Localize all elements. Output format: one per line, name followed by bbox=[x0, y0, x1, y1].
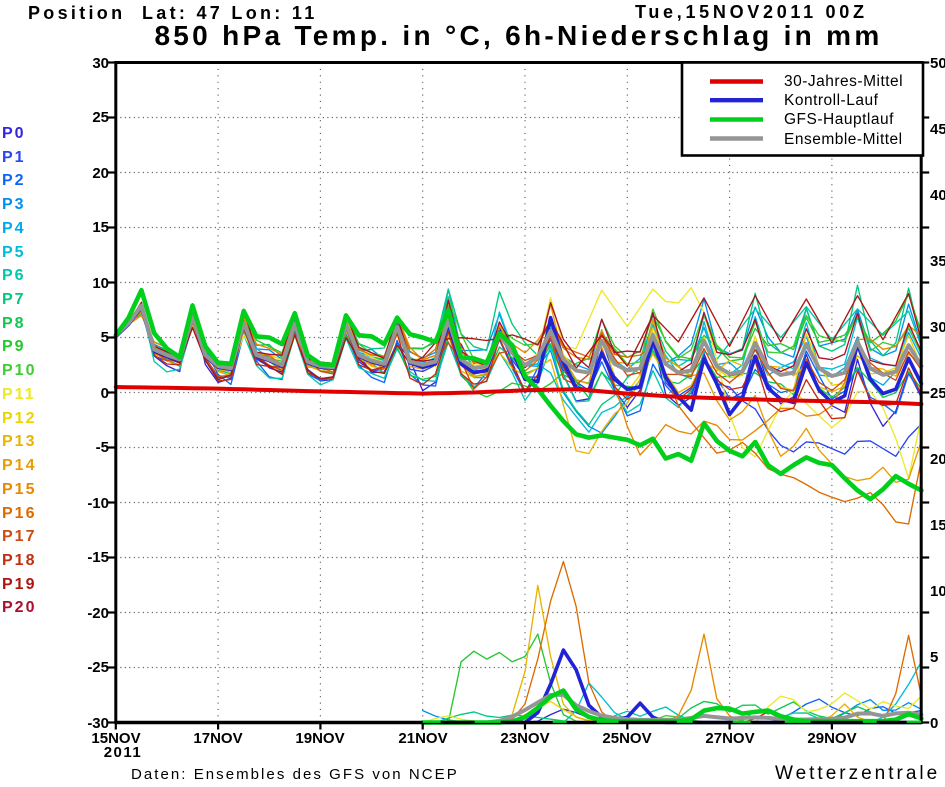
svg-text:30: 30 bbox=[92, 55, 109, 72]
svg-text:P17: P17 bbox=[2, 528, 36, 545]
svg-text:P12: P12 bbox=[2, 410, 36, 427]
svg-text:21NOV: 21NOV bbox=[398, 730, 447, 747]
svg-text:0: 0 bbox=[930, 715, 938, 732]
svg-text:17NOV: 17NOV bbox=[193, 730, 242, 747]
svg-text:P9: P9 bbox=[2, 338, 26, 355]
svg-text:19NOV: 19NOV bbox=[295, 730, 344, 747]
svg-text:25: 25 bbox=[92, 109, 109, 126]
svg-text:0: 0 bbox=[101, 385, 109, 402]
svg-text:5: 5 bbox=[930, 649, 938, 666]
svg-text:27NOV: 27NOV bbox=[705, 730, 754, 747]
svg-text:-30: -30 bbox=[87, 715, 109, 732]
svg-text:5: 5 bbox=[101, 329, 109, 346]
svg-text:20: 20 bbox=[930, 451, 945, 468]
svg-text:P5: P5 bbox=[2, 244, 26, 261]
svg-text:20: 20 bbox=[92, 165, 109, 182]
svg-text:P3: P3 bbox=[2, 196, 26, 213]
svg-text:-25: -25 bbox=[87, 659, 109, 676]
svg-text:-15: -15 bbox=[87, 549, 109, 566]
svg-text:P18: P18 bbox=[2, 552, 36, 569]
svg-text:P14: P14 bbox=[2, 457, 36, 474]
svg-text:30-Jahres-Mittel: 30-Jahres-Mittel bbox=[784, 73, 903, 90]
svg-text:GFS-Hauptlauf: GFS-Hauptlauf bbox=[784, 111, 894, 128]
svg-text:15: 15 bbox=[92, 219, 109, 236]
svg-text:P1: P1 bbox=[2, 149, 26, 166]
svg-text:35: 35 bbox=[930, 253, 945, 270]
svg-text:45: 45 bbox=[930, 121, 945, 138]
svg-text:25NOV: 25NOV bbox=[602, 730, 651, 747]
svg-text:P7: P7 bbox=[2, 291, 26, 308]
svg-text:P15: P15 bbox=[2, 481, 36, 498]
svg-text:P19: P19 bbox=[2, 576, 36, 593]
svg-text:-20: -20 bbox=[87, 605, 109, 622]
svg-text:P4: P4 bbox=[2, 220, 26, 237]
svg-text:Kontroll-Lauf: Kontroll-Lauf bbox=[784, 92, 879, 109]
svg-text:29NOV: 29NOV bbox=[807, 730, 856, 747]
svg-text:-5: -5 bbox=[96, 439, 109, 456]
svg-text:15NOV: 15NOV bbox=[91, 730, 140, 747]
svg-text:10: 10 bbox=[92, 275, 109, 292]
svg-text:25: 25 bbox=[930, 385, 945, 402]
svg-text:Ensemble-Mittel: Ensemble-Mittel bbox=[784, 131, 903, 148]
svg-text:23NOV: 23NOV bbox=[500, 730, 549, 747]
svg-text:40: 40 bbox=[930, 187, 945, 204]
svg-text:P11: P11 bbox=[2, 386, 36, 403]
svg-text:P8: P8 bbox=[2, 315, 26, 332]
svg-text:P2: P2 bbox=[2, 172, 26, 189]
svg-text:-10: -10 bbox=[87, 495, 109, 512]
svg-text:50: 50 bbox=[930, 55, 945, 72]
svg-text:P10: P10 bbox=[2, 362, 36, 379]
svg-text:10: 10 bbox=[930, 583, 945, 600]
svg-text:15: 15 bbox=[930, 517, 945, 534]
svg-text:P16: P16 bbox=[2, 505, 36, 522]
svg-text:P13: P13 bbox=[2, 433, 36, 450]
svg-text:P0: P0 bbox=[2, 125, 26, 142]
svg-text:P6: P6 bbox=[2, 267, 26, 284]
svg-text:30: 30 bbox=[930, 319, 945, 336]
svg-text:2011: 2011 bbox=[104, 744, 143, 761]
svg-text:P20: P20 bbox=[2, 599, 36, 616]
